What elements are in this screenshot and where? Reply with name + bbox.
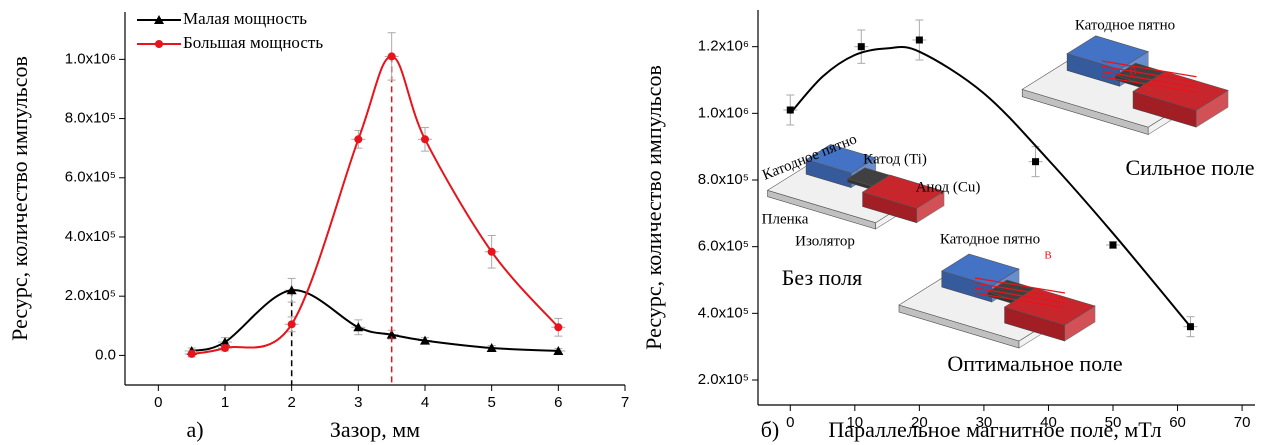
- legend-marker: [155, 40, 163, 48]
- marker: [287, 320, 296, 329]
- field-line: [1101, 76, 1197, 94]
- x-tick-label: 0: [154, 394, 162, 411]
- x-tick-label: 0: [786, 414, 794, 431]
- marker: [786, 106, 794, 114]
- field-line: [974, 282, 1066, 299]
- y-tick-label: 0.0: [95, 346, 116, 363]
- marker: [915, 36, 923, 44]
- y-tick-label: 4.0x10⁵: [65, 228, 116, 245]
- x-axis-label: Зазор, мм: [330, 417, 420, 442]
- x-axis-label: Параллельное магнитное поле, мТл: [828, 417, 1161, 442]
- field-line: [1101, 60, 1197, 78]
- x-tick-label: 10: [846, 414, 863, 431]
- y-axis-label: Ресурс, количество импульсов: [7, 56, 32, 341]
- marker: [1186, 323, 1194, 331]
- panel-label: а): [186, 417, 203, 442]
- y-tick-label: 8.0x10⁵: [65, 110, 116, 127]
- field-line: [974, 292, 1066, 309]
- x-tick-label: 20: [911, 414, 928, 431]
- x-tick-label: 60: [1169, 414, 1186, 431]
- block-top: [861, 174, 945, 209]
- marker: [286, 285, 297, 295]
- x-tick-label: 50: [1105, 414, 1122, 431]
- annotation: B: [1044, 250, 1051, 262]
- marker: [187, 349, 196, 358]
- field-line: [974, 287, 1066, 304]
- annotation: Катодное пятно: [940, 231, 1040, 247]
- annotation: Пленка: [762, 211, 809, 227]
- y-tick-label: 4.0x10⁵: [698, 304, 749, 321]
- y-tick-label: 1.2x10⁶: [698, 38, 749, 55]
- series-line: [191, 55, 560, 355]
- annotation: Изолятор: [795, 233, 855, 249]
- legend-label: Большая мощность: [183, 33, 323, 52]
- marker: [353, 322, 364, 332]
- y-tick-label: 1.0x10⁶: [698, 104, 749, 121]
- fit-curve: [789, 45, 1192, 328]
- legend-marker: [154, 15, 164, 24]
- marker: [421, 135, 429, 144]
- x-tick-label: 7: [621, 394, 629, 411]
- marker: [554, 323, 563, 332]
- marker: [1109, 241, 1117, 249]
- x-tick-label: 70: [1234, 414, 1251, 431]
- y-tick-label: 2.0x10⁵: [698, 371, 749, 388]
- x-tick-label: 1: [221, 394, 229, 411]
- x-tick-label: 2: [287, 394, 295, 411]
- marker: [486, 342, 497, 352]
- marker: [857, 43, 865, 51]
- y-tick-label: 6.0x10⁵: [698, 238, 749, 255]
- panel-label: б): [761, 417, 780, 442]
- y-tick-label: 2.0x10⁵: [65, 287, 116, 304]
- annotation: Без поля: [782, 265, 862, 290]
- x-tick-label: 6: [554, 394, 562, 411]
- annotation: B: [1129, 66, 1136, 78]
- annotation: Катодное пятно: [1075, 17, 1175, 33]
- annotation: Сильное поле: [1126, 155, 1255, 180]
- marker: [420, 335, 430, 345]
- marker: [1032, 158, 1040, 166]
- legend-label: Малая мощность: [183, 9, 307, 28]
- x-tick-label: 5: [487, 394, 495, 411]
- field-line: [1101, 65, 1197, 83]
- series-line: [191, 289, 559, 352]
- annotation: Оптимальное поле: [947, 351, 1122, 376]
- marker: [487, 247, 496, 256]
- y-tick-label: 8.0x10⁵: [698, 171, 749, 188]
- marker: [553, 345, 564, 355]
- x-tick-label: 4: [421, 394, 429, 411]
- y-axis-label: Ресурс, количество импульсов: [641, 65, 666, 350]
- annotation: Катод (Ti): [863, 151, 927, 167]
- marker: [386, 329, 397, 339]
- y-tick-label: 1.0x10⁶: [65, 50, 116, 67]
- x-tick-label: 30: [976, 414, 993, 431]
- field-line: [974, 277, 1066, 294]
- x-tick-label: 40: [1040, 414, 1057, 431]
- marker: [221, 343, 229, 352]
- y-tick-label: 6.0x10⁵: [65, 169, 116, 186]
- field-line: [1101, 70, 1197, 88]
- annotation: Анод (Cu): [916, 179, 981, 195]
- marker: [220, 337, 230, 347]
- marker: [354, 135, 363, 144]
- marker: [387, 52, 396, 61]
- block-top: [805, 144, 877, 174]
- x-tick-label: 3: [354, 394, 362, 411]
